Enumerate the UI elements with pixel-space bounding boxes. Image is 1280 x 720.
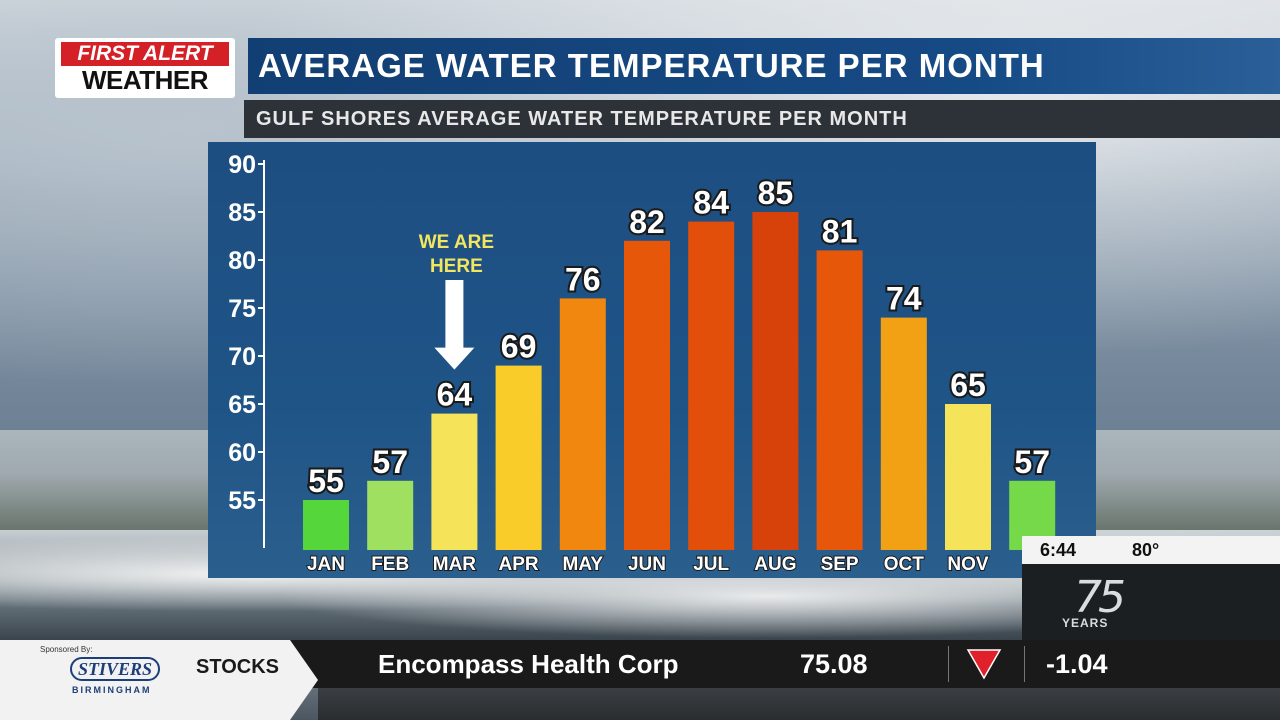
bar-aug [752, 212, 799, 550]
x-tick-label: MAY [563, 554, 604, 575]
data-label-oct: 74 [886, 281, 922, 317]
bar-mar [431, 413, 478, 550]
x-tick-label: AUG [754, 554, 796, 575]
ticker-lower-band [318, 688, 1280, 720]
bar-nov [945, 404, 991, 550]
y-tick-label: 80 [228, 247, 256, 275]
logo-line-1: FIRST ALERT [61, 42, 229, 66]
x-tick-label: MAR [433, 554, 477, 575]
y-tick-label: 60 [228, 439, 256, 467]
x-tick-label: OCT [884, 554, 925, 575]
data-label-jan: 55 [308, 463, 344, 499]
bar-may [559, 298, 606, 550]
sponsor-box-tip [290, 640, 318, 720]
subtitle-bar: GULF SHORES AVERAGE WATER TEMPERATURE PE… [244, 100, 1280, 138]
anniversary-logo: 75 YEARS [1062, 572, 1152, 634]
ticker-divider [1024, 646, 1025, 682]
bar-jul [688, 221, 735, 550]
chart-panel: 55 60 65 70 75 80 85 90 55 JAN 57 FEB 64 MAR 69 APR 76 MA… [208, 142, 1096, 578]
annotation-line-2: HERE [430, 256, 483, 277]
stock-change: -1.04 [1046, 649, 1108, 679]
y-tick-label: 55 [228, 487, 256, 515]
stock-price: 75.08 [800, 649, 868, 679]
sponsor-city: BIRMINGHAM [72, 685, 152, 695]
x-tick-label: JAN [307, 554, 345, 575]
x-tick-label: APR [499, 554, 539, 575]
data-label-sep: 81 [822, 213, 858, 249]
page-title: AVERAGE WATER TEMPERATURE PER MONTH [258, 47, 1045, 84]
bar-jun [624, 240, 670, 551]
x-tick-label: FEB [371, 554, 409, 575]
clock-time: 6:44 [1040, 540, 1077, 560]
data-label-mar: 64 [437, 377, 473, 413]
anniversary-label: YEARS [1062, 616, 1109, 630]
annotation-line-1: WE ARE [419, 232, 494, 253]
x-tick-label: JUL [693, 554, 729, 575]
current-temperature: 80° [1132, 540, 1160, 560]
sponsor-logo: STIVERS [70, 657, 160, 681]
y-tick-label: 85 [228, 199, 256, 227]
y-tick-label: 65 [228, 391, 256, 419]
bar-chart: 55 60 65 70 75 80 85 90 55 JAN 57 FEB 64 MAR 69 APR 76 MA… [228, 151, 1056, 576]
data-label-feb: 57 [372, 444, 408, 480]
ticker-divider [948, 646, 949, 682]
x-tick-label: NOV [947, 554, 989, 575]
title-bar: AVERAGE WATER TEMPERATURE PER MONTH [248, 38, 1280, 94]
bar-apr [495, 365, 542, 550]
data-label-aug: 85 [758, 175, 794, 211]
clock-strip: 6:44 80° [1022, 536, 1280, 564]
y-tick-label: 90 [228, 151, 256, 179]
logo-line-2: WEATHER [81, 65, 209, 95]
clock-box: 6:44 80° 75 YEARS [1022, 536, 1280, 640]
data-label-may: 76 [565, 261, 601, 297]
bar-jan [303, 500, 349, 550]
y-tick-label: 70 [228, 343, 256, 371]
down-triangle-icon [966, 649, 1002, 680]
first-alert-weather-logo: FIRST ALERT WEATHER [55, 38, 235, 98]
bar-feb [367, 480, 414, 550]
page-subtitle: GULF SHORES AVERAGE WATER TEMPERATURE PE… [256, 108, 908, 130]
bar-sep [816, 250, 863, 550]
x-tick-label: JUN [628, 554, 666, 575]
data-label-jul: 84 [693, 185, 729, 221]
y-tick-label: 75 [228, 295, 256, 323]
sponsored-by-label: Sponsored By: [40, 645, 93, 654]
x-tick-label: SEP [821, 554, 859, 575]
bar-oct [880, 317, 927, 550]
data-label-nov: 65 [950, 367, 986, 403]
data-label-dec: 57 [1014, 444, 1050, 480]
stocks-section-label: STOCKS [196, 656, 279, 678]
stock-company-name: Encompass Health Corp [378, 649, 679, 679]
down-arrow-icon [434, 280, 475, 370]
anniversary-number: 75 [1074, 572, 1126, 623]
data-label-apr: 69 [501, 329, 537, 365]
data-label-jun: 82 [629, 204, 665, 240]
